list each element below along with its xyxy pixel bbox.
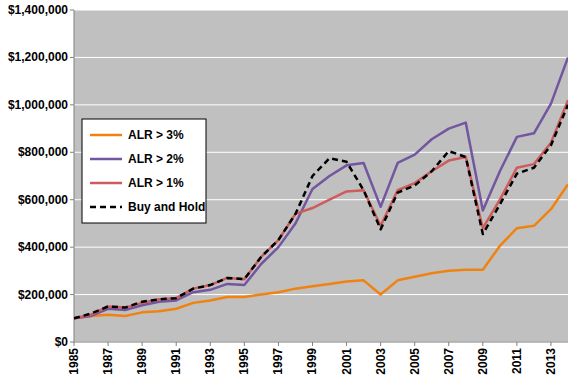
legend-box [82, 119, 206, 223]
legend-label: Buy and Hold [128, 200, 205, 214]
grid-line [74, 10, 568, 11]
x-tick [210, 342, 211, 346]
x-tick-label: 1985 [67, 348, 81, 375]
y-tick [70, 104, 74, 105]
x-tick-label: 2007 [442, 348, 456, 375]
y-tick-label: $600,000 [18, 193, 68, 207]
x-tick-label: 1997 [271, 348, 285, 375]
x-tick [108, 342, 109, 346]
x-tick [414, 342, 415, 346]
y-tick [70, 57, 74, 58]
y-tick [70, 342, 74, 343]
chart: $0 $200,000 $400,000 $600,000 $800,000 $1,000… [0, 0, 576, 384]
plot-area [74, 10, 568, 342]
y-tick [70, 294, 74, 295]
y-tick-label: $0 [55, 335, 69, 349]
grid-line [74, 57, 568, 58]
legend-label: ALR > 1% [128, 176, 184, 190]
grid-line [74, 104, 568, 105]
y-tick [70, 10, 74, 11]
y-tick-label: $400,000 [18, 240, 68, 254]
series-line [74, 105, 568, 318]
x-tick-label: 2005 [408, 348, 422, 375]
y-tick-label: $200,000 [18, 288, 68, 302]
legend-label: ALR > 3% [128, 128, 184, 142]
x-tick-label: 2003 [374, 348, 388, 375]
x-tick-label: 1995 [237, 348, 251, 375]
x-tick-label: 1987 [101, 348, 115, 375]
x-tick [448, 342, 449, 346]
y-tick-label: $800,000 [18, 145, 68, 159]
legend-swatch [90, 182, 122, 185]
x-tick [142, 342, 143, 346]
x-tick-label: 1989 [135, 348, 149, 375]
legend-swatch [90, 134, 122, 137]
grid-line [74, 294, 568, 295]
x-tick [244, 342, 245, 346]
legend-swatch [90, 158, 122, 161]
x-tick [550, 342, 551, 346]
x-tick [74, 342, 75, 346]
y-tick [70, 152, 74, 153]
series-group [74, 57, 568, 318]
x-tick-label: 2009 [476, 348, 490, 375]
y-tick [70, 247, 74, 248]
series-line [74, 100, 568, 318]
x-tick [176, 342, 177, 346]
x-tick [380, 342, 381, 346]
x-tick-label: 2011 [510, 348, 524, 374]
y-tick-label: $1,000,000 [8, 98, 68, 112]
y-tick [70, 199, 74, 200]
y-tick-label: $1,200,000 [8, 50, 68, 64]
x-tick-label: 1999 [305, 348, 319, 375]
x-tick [346, 342, 347, 346]
x-tick [312, 342, 313, 346]
grid-line [74, 342, 568, 343]
series-line [74, 57, 568, 318]
x-tick [278, 342, 279, 346]
x-tick-label: 2001 [340, 348, 354, 375]
x-tick-label: 1991 [169, 348, 183, 375]
x-tick-label: 2013 [544, 348, 558, 375]
legend-label: ALR > 2% [128, 152, 184, 166]
legend: ALR > 3% ALR > 2% ALR > 1% Buy and Hold [82, 119, 206, 223]
x-axis [74, 342, 568, 343]
grid-line [74, 247, 568, 248]
y-axis [74, 10, 75, 342]
x-tick [482, 342, 483, 346]
x-tick-label: 1993 [203, 348, 217, 375]
legend-swatch [90, 206, 122, 209]
y-tick-label: $1,400,000 [8, 3, 68, 17]
x-tick [516, 342, 517, 346]
